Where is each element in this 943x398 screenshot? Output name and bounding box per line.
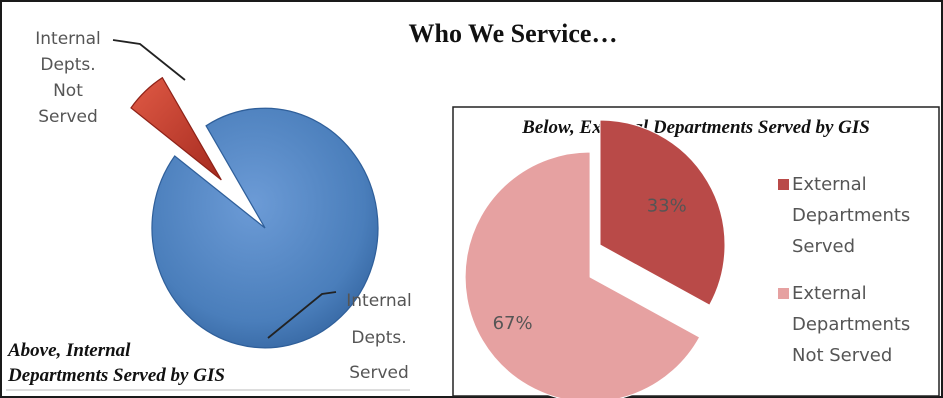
external-departments-pie: 33% 67% (464, 119, 726, 398)
slice-served-shape (599, 119, 726, 306)
pie-slice-external-served: 33% (599, 119, 726, 306)
left-not-served-label: Internal Depts. Not Served (35, 29, 101, 127)
data-label-not-served: 67% (493, 313, 533, 334)
not-served-label-line-3: Not (53, 81, 83, 101)
pie-slice-external-not-served: 67% (464, 151, 701, 398)
not-served-label-line-4: Served (38, 107, 98, 127)
external-chart-title: Below, External Departments Served by GI… (521, 117, 870, 138)
slice-not-served-shape (464, 151, 701, 398)
served-label-line-2: Depts. (351, 328, 406, 348)
legend-not-served-line-1: External (792, 283, 867, 304)
served-label-line-1: Internal (346, 291, 412, 311)
external-chart-legend: External Departments Served External Dep… (778, 174, 910, 366)
page-title: Who We Service… (409, 19, 618, 48)
legend-served-line-1: External (792, 174, 867, 195)
internal-caption-line-2: Departments Served by GIS (7, 365, 225, 386)
not-served-leader-line (112, 39, 186, 81)
served-leader-line (267, 291, 337, 339)
pie-slice-internal-served (151, 107, 379, 349)
internal-departments-pie (130, 76, 379, 349)
legend-swatch-not-served (778, 288, 789, 299)
internal-caption-line-1: Above, Internal (7, 340, 131, 361)
not-served-label-line-1: Internal (35, 29, 101, 49)
served-label-line-3: Served (349, 363, 409, 383)
slice-served-shape (151, 107, 379, 349)
slice-not-served-shape (130, 76, 222, 181)
legend-swatch-served (778, 179, 789, 190)
pie-slice-internal-not-served (130, 76, 222, 181)
legend-not-served-line-3: Not Served (792, 345, 892, 366)
not-served-label-line-2: Depts. (40, 55, 95, 75)
data-label-served: 33% (647, 196, 687, 217)
legend-served-line-2: Departments (792, 205, 910, 226)
legend-not-served-line-2: Departments (792, 314, 910, 335)
legend-served-line-3: Served (792, 236, 855, 257)
left-served-label: Internal Depts. Served (346, 291, 412, 383)
